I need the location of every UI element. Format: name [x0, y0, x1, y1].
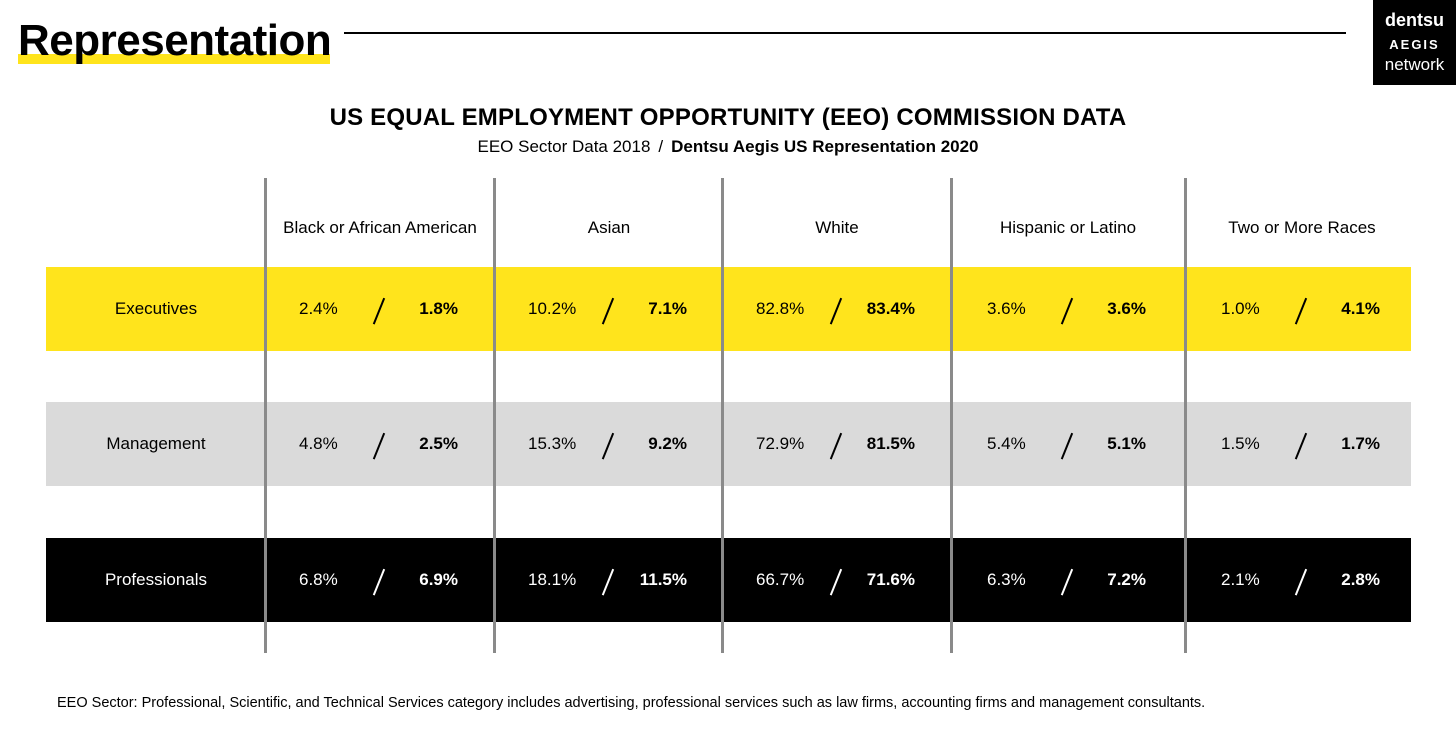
table-cell: 2.4% 1.8%: [266, 267, 494, 351]
dentsu-value: 7.1%: [648, 299, 687, 318]
table-cell: 66.7% 71.6%: [723, 538, 951, 622]
column-divider: [1184, 178, 1187, 653]
table-cell: 6.3% 7.2%: [954, 538, 1182, 622]
column-header-asian: Asian: [587, 218, 631, 237]
row-label-professionals: Professionals: [104, 570, 208, 589]
row-band-executives: [46, 267, 1411, 351]
row-band-management: [46, 402, 1411, 486]
subheading-dentsu: Dentsu Aegis US Representation 2020: [671, 137, 979, 156]
eeo-value: 2.1%: [1221, 570, 1260, 589]
logo-line-3: network: [1384, 55, 1445, 74]
row-label-management: Management: [106, 434, 206, 453]
logo-line-1: dentsu: [1384, 10, 1444, 30]
table-cell: 4.8% 2.5%: [266, 402, 494, 486]
column-header-hispanic: Hispanic or Latino: [999, 218, 1137, 237]
dentsu-value: 7.2%: [1107, 570, 1146, 589]
eeo-value: 2.4%: [299, 299, 338, 318]
table-cell: 5.4% 5.1%: [954, 402, 1182, 486]
slash-separator: [372, 432, 385, 460]
slash-separator: [1060, 432, 1073, 460]
eeo-value: 15.3%: [528, 434, 577, 453]
eeo-value: 3.6%: [987, 299, 1026, 318]
page-title: Representation: [18, 16, 332, 65]
row-band-professionals: [46, 538, 1411, 622]
column-header-black: Black or African American: [283, 218, 477, 237]
slash-separator: [1294, 568, 1307, 596]
eeo-value: 18.1%: [528, 570, 577, 589]
slash-separator: [1060, 568, 1073, 596]
column-divider: [493, 178, 496, 653]
slash-separator: [601, 568, 614, 596]
table-cell: 10.2% 7.1%: [495, 267, 723, 351]
table-subheading: EEO Sector Data 2018 / Dentsu Aegis US Rep…: [0, 137, 1456, 157]
eeo-value: 1.0%: [1221, 299, 1260, 318]
footnote: EEO Sector: Professional, Scientific, an…: [57, 695, 1206, 711]
row-label-executives: Executives: [114, 299, 198, 318]
slash-separator: [372, 297, 385, 325]
table-cell: 72.9% 81.5%: [723, 402, 951, 486]
column-header-two-or-more: Two or More Races: [1228, 218, 1376, 237]
dentsu-value: 1.8%: [419, 299, 458, 318]
slash-separator: [829, 432, 842, 460]
table-cell: 1.0% 4.1%: [1188, 267, 1416, 351]
slash-separator: [601, 297, 614, 325]
slash-separator: [372, 568, 385, 596]
slash-separator: [1060, 297, 1073, 325]
dentsu-value: 6.9%: [419, 570, 458, 589]
dentsu-value: 2.8%: [1341, 570, 1380, 589]
eeo-value: 66.7%: [756, 570, 805, 589]
slash-separator: [829, 568, 842, 596]
title-rule: [344, 32, 1346, 34]
subheading-separator: /: [658, 137, 664, 156]
table-cell: 82.8% 83.4%: [723, 267, 951, 351]
dentsu-value: 4.1%: [1341, 299, 1380, 318]
column-divider: [264, 178, 267, 653]
eeo-value: 10.2%: [528, 299, 577, 318]
eeo-value: 4.8%: [299, 434, 338, 453]
slash-separator: [601, 432, 614, 460]
eeo-value: 82.8%: [756, 299, 805, 318]
eeo-value: 5.4%: [987, 434, 1026, 453]
table-cell: 6.8% 6.9%: [266, 538, 494, 622]
column-divider: [950, 178, 953, 653]
table-cell: 2.1% 2.8%: [1188, 538, 1416, 622]
column-header-white: White: [815, 218, 859, 237]
dentsu-value: 81.5%: [866, 434, 915, 453]
eeo-value: 6.8%: [299, 570, 338, 589]
subheading-eeo: EEO Sector Data 2018: [477, 137, 651, 156]
eeo-value: 1.5%: [1221, 434, 1260, 453]
table-cell: 1.5% 1.7%: [1188, 402, 1416, 486]
dentsu-value: 3.6%: [1107, 299, 1146, 318]
dentsu-value: 5.1%: [1107, 434, 1146, 453]
dentsu-value: 11.5%: [639, 570, 687, 589]
dentsu-value: 2.5%: [419, 434, 458, 453]
slash-separator: [1294, 297, 1307, 325]
slash-separator: [1294, 432, 1307, 460]
dentsu-aegis-logo: dentsu AEGIS network: [1373, 0, 1456, 85]
dentsu-value: 9.2%: [648, 434, 687, 453]
table-cell: 15.3% 9.2%: [495, 402, 723, 486]
logo-line-2: AEGIS: [1389, 37, 1440, 52]
dentsu-value: 71.6%: [866, 570, 915, 589]
table-cell: 18.1% 11.5%: [495, 538, 723, 622]
eeo-value: 72.9%: [756, 434, 805, 453]
slash-separator: [829, 297, 842, 325]
dentsu-value: 1.7%: [1341, 434, 1380, 453]
table-heading: US EQUAL EMPLOYMENT OPPORTUNITY (EEO) CO…: [329, 104, 1127, 131]
table-cell: 3.6% 3.6%: [954, 267, 1182, 351]
title-highlight: [18, 54, 330, 64]
dentsu-value: 83.4%: [866, 299, 915, 318]
eeo-value: 6.3%: [987, 570, 1026, 589]
column-divider: [721, 178, 724, 653]
